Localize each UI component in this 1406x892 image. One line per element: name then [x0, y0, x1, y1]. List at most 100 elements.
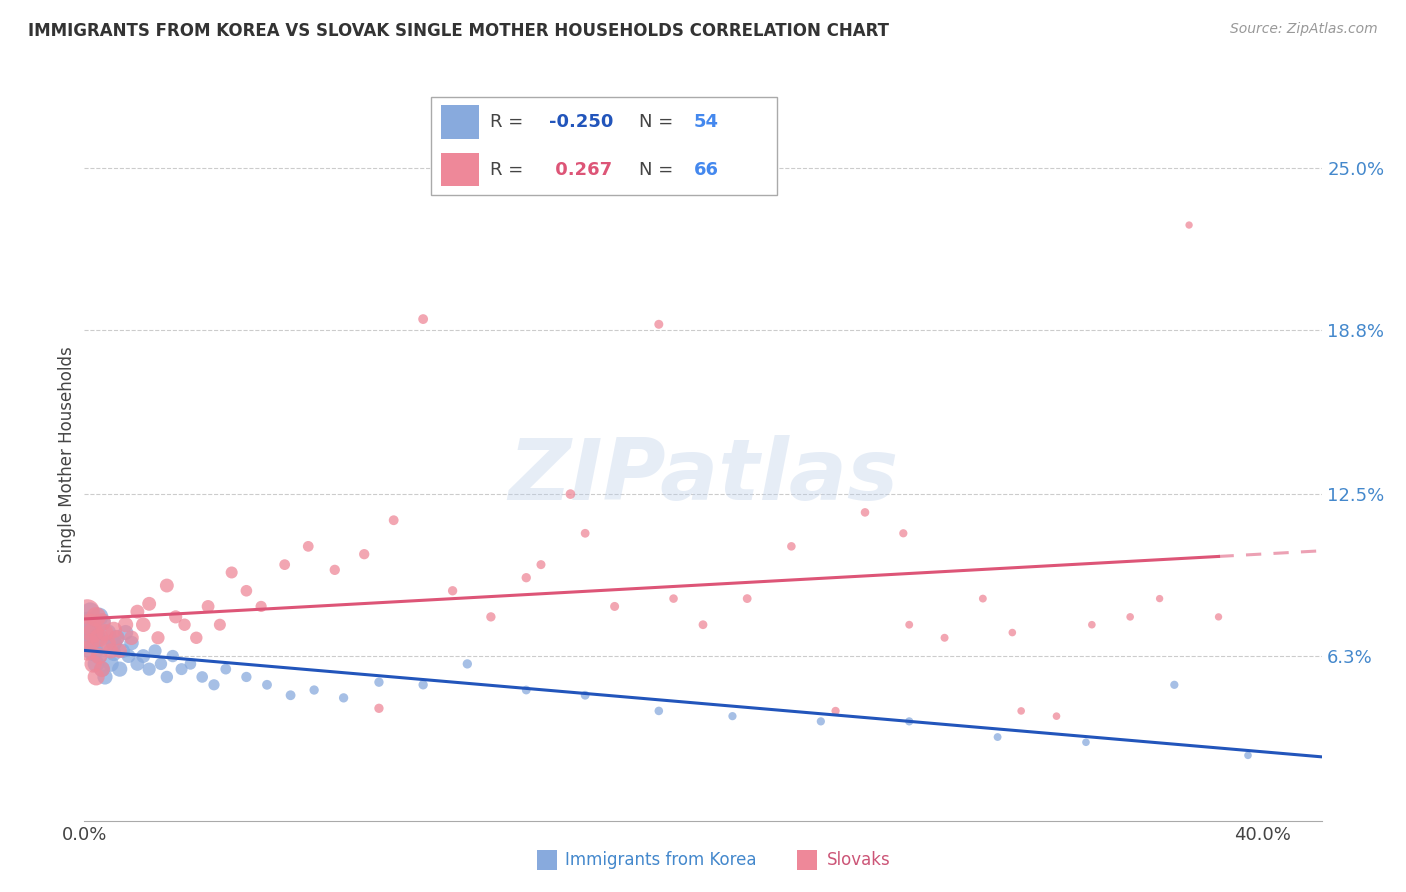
Point — [898, 714, 921, 729]
Point — [1208, 610, 1230, 624]
Point — [692, 617, 714, 632]
Point — [162, 649, 184, 664]
Point — [560, 487, 582, 501]
Point — [250, 599, 273, 614]
Point — [165, 610, 187, 624]
Point — [297, 539, 319, 553]
Point — [132, 617, 155, 632]
Point — [235, 583, 257, 598]
Point — [79, 636, 101, 650]
Point — [91, 615, 114, 629]
Point — [94, 670, 117, 684]
Point — [256, 678, 278, 692]
Point — [91, 662, 114, 676]
Point — [105, 631, 128, 645]
Text: ZIPatlas: ZIPatlas — [508, 435, 898, 518]
Point — [121, 631, 143, 645]
Point — [87, 631, 110, 645]
Point — [179, 657, 201, 671]
Point — [824, 704, 846, 718]
Point — [186, 631, 208, 645]
Point — [84, 631, 107, 645]
Point — [574, 526, 596, 541]
Point — [76, 644, 98, 658]
Text: Immigrants from Korea: Immigrants from Korea — [565, 851, 756, 869]
Point — [79, 625, 101, 640]
Point — [368, 675, 391, 690]
Point — [1010, 704, 1032, 718]
Point — [891, 526, 914, 541]
Bar — [537, 850, 557, 870]
Point — [987, 730, 1010, 744]
Point — [97, 636, 120, 650]
Point — [780, 539, 803, 553]
Point — [173, 617, 195, 632]
Point — [87, 649, 110, 664]
Point — [114, 625, 136, 640]
Point — [100, 657, 122, 671]
Point — [662, 591, 685, 606]
Point — [138, 597, 160, 611]
Point — [302, 683, 325, 698]
Point — [103, 647, 125, 661]
Point — [332, 690, 354, 705]
Point — [1237, 748, 1260, 763]
Point — [82, 623, 104, 637]
Point — [132, 649, 155, 664]
Point — [76, 605, 98, 619]
Point — [94, 625, 117, 640]
Point — [121, 636, 143, 650]
Point — [191, 670, 214, 684]
Point — [97, 625, 120, 640]
Point — [202, 678, 225, 692]
Point — [84, 657, 107, 671]
Point — [972, 591, 994, 606]
Point — [87, 649, 110, 664]
Point — [76, 617, 98, 632]
Point — [574, 688, 596, 702]
Text: IMMIGRANTS FROM KOREA VS SLOVAK SINGLE MOTHER HOUSEHOLDS CORRELATION CHART: IMMIGRANTS FROM KOREA VS SLOVAK SINGLE M… — [28, 22, 889, 40]
Point — [1001, 625, 1024, 640]
Point — [149, 657, 172, 671]
Point — [515, 571, 537, 585]
Point — [127, 657, 149, 671]
Point — [103, 623, 125, 637]
Point — [146, 631, 169, 645]
Point — [103, 636, 125, 650]
Point — [105, 631, 128, 645]
Point — [280, 688, 302, 702]
Point — [1074, 735, 1097, 749]
Point — [412, 312, 434, 326]
Point — [603, 599, 626, 614]
Point — [221, 566, 243, 580]
Point — [156, 578, 179, 592]
Point — [412, 678, 434, 692]
Point — [898, 617, 921, 632]
Point — [100, 644, 122, 658]
Point — [108, 662, 131, 676]
Point — [735, 591, 758, 606]
Bar — [797, 850, 817, 870]
Point — [197, 599, 219, 614]
Point — [79, 617, 101, 632]
Point — [479, 610, 502, 624]
Point — [79, 605, 101, 619]
Point — [648, 318, 671, 332]
Point — [530, 558, 553, 572]
Point — [456, 657, 478, 671]
Point — [143, 644, 166, 658]
Point — [323, 563, 346, 577]
Point — [82, 644, 104, 658]
Point — [215, 662, 238, 676]
Point — [1178, 218, 1201, 232]
Text: Slovaks: Slovaks — [827, 851, 890, 869]
Point — [853, 505, 876, 519]
Point — [1081, 617, 1104, 632]
Point — [1149, 591, 1171, 606]
Point — [934, 631, 956, 645]
Point — [648, 704, 671, 718]
Point — [87, 610, 110, 624]
Point — [76, 636, 98, 650]
Point — [382, 513, 405, 527]
Text: Source: ZipAtlas.com: Source: ZipAtlas.com — [1230, 22, 1378, 37]
